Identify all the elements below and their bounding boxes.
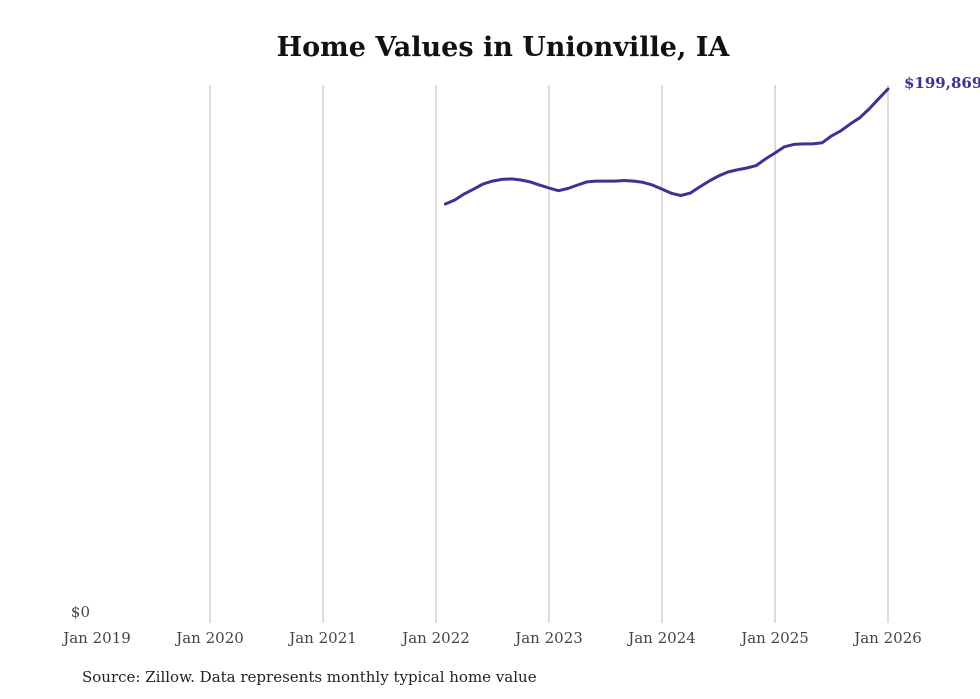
chart-title: Home Values in Unionville, IA — [276, 32, 730, 63]
x-tick-label: Jan 2023 — [513, 629, 583, 647]
x-tick-label: Jan 2024 — [626, 629, 696, 647]
end-value-label: $199,869 — [904, 74, 980, 92]
source-note: Source: Zillow. Data represents monthly … — [82, 668, 537, 686]
x-tick-label: Jan 2020 — [174, 629, 244, 647]
series-line — [443, 87, 890, 206]
y-tick-label: $0 — [71, 603, 90, 621]
x-tick-label: Jan 2022 — [400, 629, 470, 647]
x-tick-label: Jan 2025 — [739, 629, 809, 647]
x-tick-label: Jan 2019 — [61, 629, 131, 647]
x-tick-label: Jan 2021 — [287, 629, 357, 647]
x-tick-label: Jan 2026 — [852, 629, 922, 647]
